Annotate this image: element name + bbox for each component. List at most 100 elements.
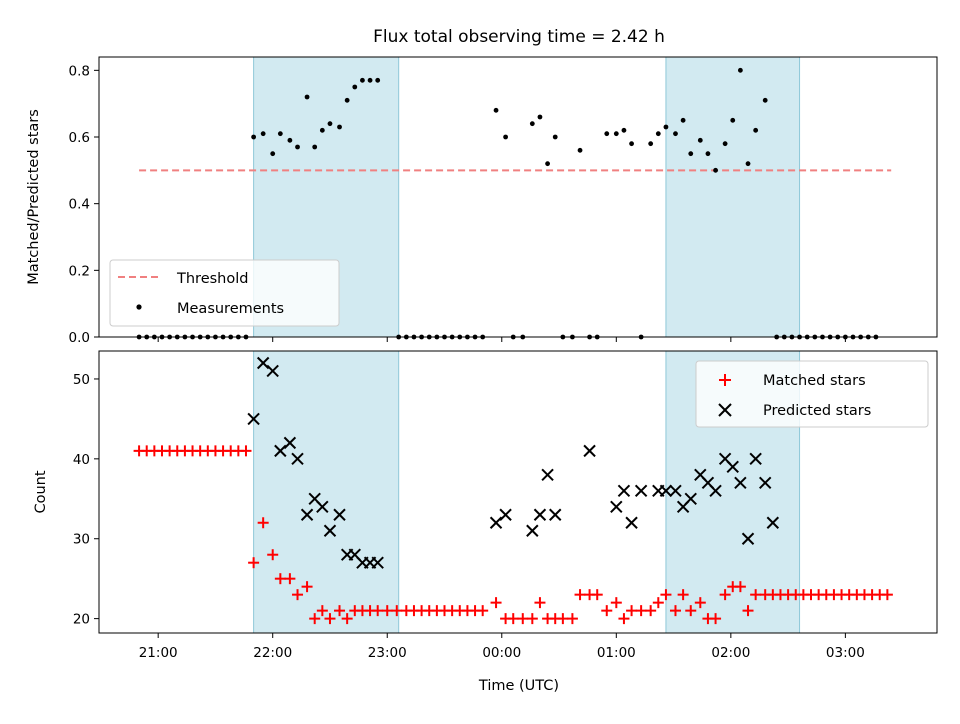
measurement-point xyxy=(270,151,276,157)
measurement-point xyxy=(621,127,627,133)
predicted-stars-point xyxy=(709,484,722,498)
measurement-point xyxy=(503,134,508,140)
predicted-stars-point xyxy=(247,412,260,426)
matched-stars-point xyxy=(309,613,321,625)
measurement-point xyxy=(529,121,535,127)
x-tick-label: 03:00 xyxy=(826,645,865,661)
matched-stars-point xyxy=(660,589,672,601)
bottom-y-tick-label: 30 xyxy=(73,532,90,548)
matched-stars-point xyxy=(517,613,529,625)
panel-ratio: 0.00.20.40.60.8 Matched/Predicted stars … xyxy=(26,56,938,346)
measurement-point xyxy=(304,94,310,100)
bottom-y-tick-label: 50 xyxy=(73,372,90,388)
matched-stars-point xyxy=(610,597,622,609)
matched-stars-point xyxy=(526,613,538,625)
predicted-stars-point xyxy=(766,516,780,529)
predicted-stars-point xyxy=(741,532,755,545)
matched-stars-point xyxy=(574,589,586,601)
measurement-point xyxy=(337,124,342,130)
measurement-point xyxy=(277,131,283,137)
measurement-point xyxy=(680,117,686,123)
measurement-point xyxy=(705,151,711,157)
predicted-stars-point xyxy=(489,516,503,529)
x-tick-label: 00:00 xyxy=(482,645,521,661)
x-tick-label: 23:00 xyxy=(368,645,407,661)
predicted-stars-point xyxy=(323,524,337,537)
matched-stars-point xyxy=(257,517,269,529)
matched-stars-point xyxy=(566,613,578,625)
measurement-point xyxy=(367,77,373,83)
measurement-point xyxy=(319,127,325,133)
top-y-tick-label: 0.2 xyxy=(69,263,90,279)
predicted-stars-point xyxy=(684,492,697,505)
measurement-point xyxy=(722,141,728,147)
matched-stars-point xyxy=(372,605,384,617)
measurement-point xyxy=(327,121,333,127)
top-y-axis-label: Matched/Predicted stars xyxy=(26,109,42,285)
matched-stars-point xyxy=(274,573,286,585)
legend-measurements-swatch xyxy=(136,304,142,310)
legend-matched-swatch xyxy=(719,374,731,386)
matched-stars-point xyxy=(750,589,762,601)
measurement-point xyxy=(344,97,350,103)
predicted-stars-point xyxy=(659,484,673,498)
matched-stars-point xyxy=(685,605,697,617)
measurement-point xyxy=(360,77,365,83)
measurement-point xyxy=(648,141,654,147)
predicted-stars-point xyxy=(533,508,547,521)
legend-threshold-label: Threshold xyxy=(176,271,248,287)
matched-stars-point xyxy=(292,589,304,601)
measurement-point xyxy=(762,97,768,103)
measurement-point xyxy=(663,124,669,130)
measurement-point xyxy=(730,117,736,123)
measurement-point xyxy=(673,131,678,137)
matched-stars-point xyxy=(534,597,546,609)
predicted-stars-point xyxy=(549,508,562,521)
x-axis-label: Time (UTC) xyxy=(478,678,559,694)
measurement-point xyxy=(312,144,318,150)
measurement-point xyxy=(753,127,759,133)
matched-stars-point xyxy=(591,589,603,601)
legend-measurements-label: Measurements xyxy=(177,301,284,317)
matched-stars-point xyxy=(635,605,647,617)
measurement-point xyxy=(493,107,499,113)
matched-stars-point xyxy=(490,597,502,609)
top-legend: Threshold Measurements xyxy=(109,259,340,327)
measurement-point xyxy=(287,137,293,143)
matched-stars-point xyxy=(316,605,328,617)
measurement-point xyxy=(655,131,661,137)
matched-stars-point xyxy=(742,605,754,617)
bottom-y-axis-label: Count xyxy=(33,470,49,513)
chart-title: Flux total observing time = 2.42 h xyxy=(373,27,665,47)
predicted-stars-point xyxy=(610,500,623,513)
matched-stars-point xyxy=(710,613,722,625)
measurement-point xyxy=(604,131,610,137)
predicted-stars-point xyxy=(726,460,739,474)
matched-stars-point xyxy=(267,549,279,561)
matched-stars-point xyxy=(645,605,657,617)
bottom-axes-frame xyxy=(98,350,938,634)
matched-stars-point xyxy=(248,557,260,569)
matched-stars-point xyxy=(734,581,746,593)
predicted-stars-point xyxy=(526,524,539,537)
measurement-point xyxy=(537,114,543,120)
legend-predicted-swatch xyxy=(718,403,732,417)
top-y-tick-label: 0.0 xyxy=(69,330,90,346)
measurement-point xyxy=(629,141,634,147)
predicted-stars-point xyxy=(583,444,596,458)
predicted-stars-point xyxy=(300,508,314,521)
legend-matched-label: Matched stars xyxy=(763,373,866,389)
bottom-shaded-interval xyxy=(253,350,400,634)
measurement-point xyxy=(713,167,718,173)
measurement-point xyxy=(251,134,257,140)
top-shaded-interval xyxy=(665,56,801,338)
matched-stars-point xyxy=(694,597,706,609)
measurement-point xyxy=(352,84,358,90)
matched-stars-point xyxy=(381,605,393,617)
predicted-stars-point xyxy=(749,452,762,466)
measurement-point xyxy=(688,151,694,157)
top-y-tick-label: 0.4 xyxy=(69,197,90,213)
measurement-point xyxy=(552,134,558,140)
predicted-stars-point xyxy=(256,356,270,370)
matched-stars-point xyxy=(477,605,489,617)
